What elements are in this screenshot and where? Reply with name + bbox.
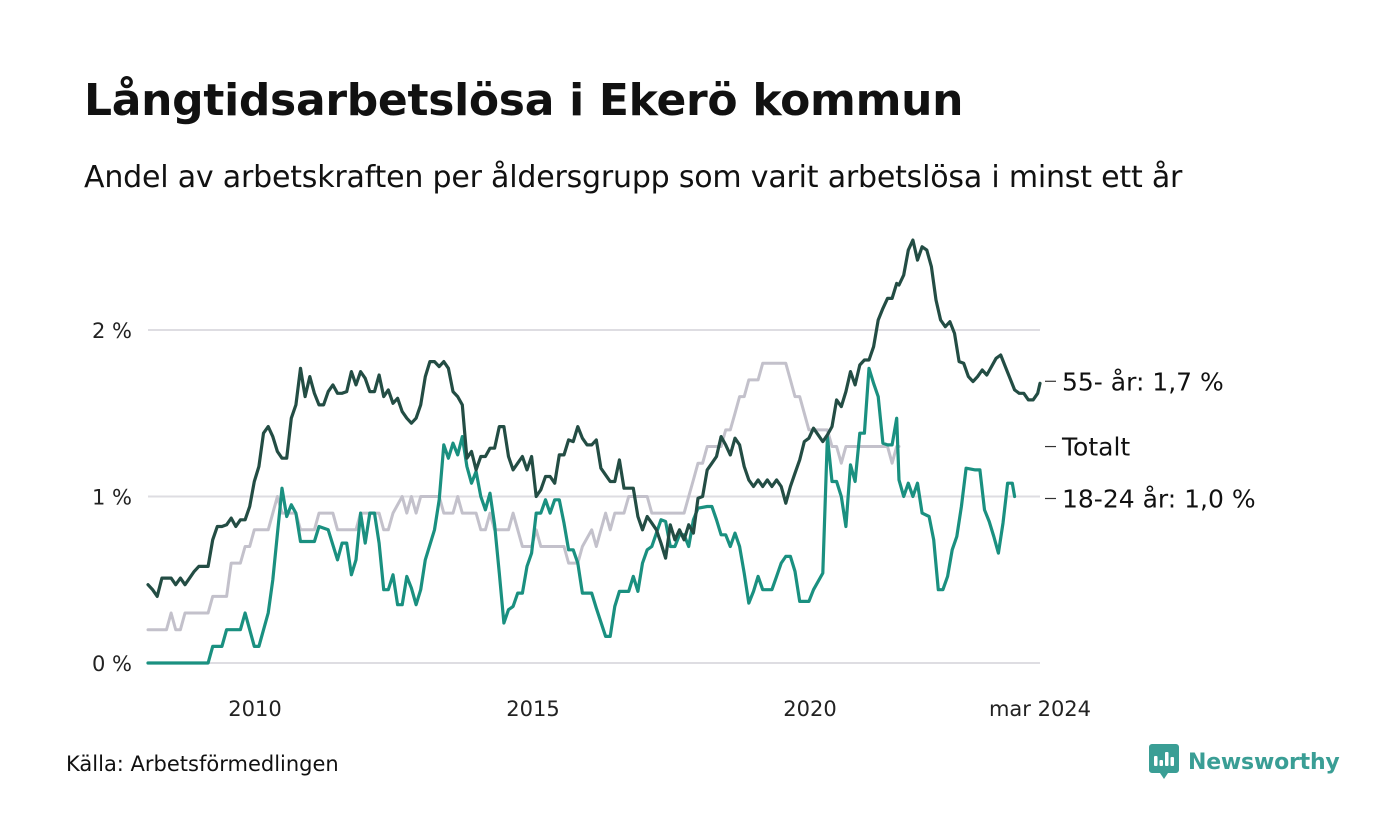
x-tick-label: mar 2024 — [989, 697, 1091, 721]
series-line-55-r — [146, 238, 1042, 598]
series-end-label: 18-24 år: 1,0 % — [1062, 485, 1256, 514]
series-labels: Totalt 18-24 år: 1,0 % 55- år: 1,7 % — [1045, 367, 1256, 514]
brand: Newsworthy — [1149, 744, 1340, 780]
source-note: Källa: Arbetsförmedlingen — [66, 752, 339, 776]
axis-labels: 0 % 1 % 2 % 2010 2015 2020 mar 2024 — [92, 319, 1091, 721]
series-line-totalt — [146, 361, 901, 632]
brand-name: Newsworthy — [1188, 749, 1340, 775]
gridlines — [148, 329, 1040, 664]
y-tick-label: 2 % — [92, 319, 132, 343]
y-tick-label: 1 % — [92, 486, 132, 510]
newsworthy-logo-icon — [1149, 744, 1179, 779]
series-end-label: 55- år: 1,7 % — [1062, 367, 1224, 396]
x-tick-label: 2020 — [783, 697, 836, 721]
series-end-label: Totalt — [1061, 433, 1130, 462]
x-tick-label: 2015 — [506, 697, 559, 721]
chart-title: Långtidsarbetslösa i Ekerö kommun — [84, 75, 964, 126]
x-tick-label: 2010 — [228, 697, 281, 721]
y-tick-label: 0 % — [92, 652, 132, 676]
series-lines — [146, 238, 1042, 665]
chart-subtitle: Andel av arbetskraften per åldersgrupp s… — [84, 160, 1183, 195]
series-line-18-24-r — [146, 366, 1017, 665]
